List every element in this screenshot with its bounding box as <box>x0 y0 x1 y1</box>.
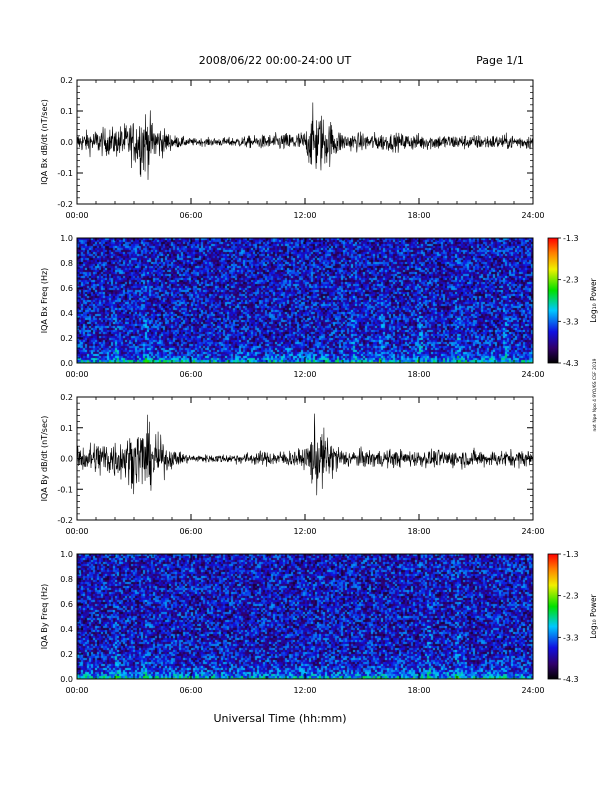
figure-title: 2008/06/22 00:00-24:00 UT <box>199 54 352 67</box>
bx-spectrogram-panel: 0.0 0.2 0.4 0.6 0.8 1.0 IQA Bx Freq (Hz) 00:00 0… <box>40 234 598 379</box>
x-tick-label: 18:00 <box>407 211 430 220</box>
x-tick-label: 00:00 <box>65 370 88 379</box>
x-tick-label: 24:00 <box>521 211 544 220</box>
spectrogram-canvas <box>77 554 533 679</box>
x-tick-label: 12:00 <box>293 527 316 536</box>
y-tick-label: 0.4 <box>60 309 73 318</box>
x-tick-label: 00:00 <box>65 686 88 695</box>
x-axis-label: Universal Time (hh:mm) <box>214 712 347 725</box>
y-tick-label: 0.2 <box>60 650 73 659</box>
y-tick-label: -0.2 <box>57 200 73 209</box>
y-tick-label: 1.0 <box>60 550 73 559</box>
x-tick-label: 12:00 <box>293 370 316 379</box>
x-tick-label: 18:00 <box>407 686 430 695</box>
y-tick-label: -0.1 <box>57 169 73 178</box>
colorbar <box>547 237 559 364</box>
y-tick-label: 0.2 <box>60 334 73 343</box>
spectrogram-image <box>77 238 533 363</box>
spectrogram-canvas <box>77 238 533 363</box>
y-axis-label: IQA By dB/dt (nT/sec) <box>40 416 49 502</box>
x-tick-label: 18:00 <box>407 527 430 536</box>
colorbar-tick-label: -2.3 <box>563 276 579 285</box>
x-tick-label: 00:00 <box>65 527 88 536</box>
colorbar-tick-label: -1.3 <box>563 234 579 243</box>
colorbar-label: Log₁₀ Power <box>589 277 598 322</box>
side-note: not Npe Npo 4 9YO/6S CSF 2019 <box>592 358 598 431</box>
x-tick-label: 12:00 <box>293 211 316 220</box>
colorbar-label: Log₁₀ Power <box>589 593 598 638</box>
by-spectrogram-panel: 0.0 0.2 0.4 0.6 0.8 1.0 IQA By Freq (Hz) 00:00 0… <box>40 550 598 695</box>
y-tick-label: 0.8 <box>60 575 73 584</box>
spectrogram-image <box>77 554 533 679</box>
colorbar <box>547 553 559 680</box>
y-tick-label: 0.4 <box>60 625 73 634</box>
y-tick-label: 0.1 <box>60 424 73 433</box>
colorbar-tick-label: -4.3 <box>563 359 579 368</box>
page-number: Page 1/1 <box>476 54 524 67</box>
x-tick-label: 12:00 <box>293 686 316 695</box>
by-dbdt-panel: -0.2 -0.1 0.0 0.1 0.2 IQA By dB/dt (nT/sec) 00… <box>40 393 545 536</box>
y-tick-label: -0.2 <box>57 516 73 525</box>
colorbar-tick-label: -1.3 <box>563 550 579 559</box>
y-tick-label: 0.2 <box>60 76 73 85</box>
y-axis-label: IQA By Freq (Hz) <box>40 584 49 650</box>
y-tick-label: 0.6 <box>60 284 73 293</box>
x-tick-label: 06:00 <box>179 370 202 379</box>
x-tick-label: 06:00 <box>179 211 202 220</box>
y-tick-label: 0.2 <box>60 393 73 402</box>
x-tick-label: 00:00 <box>65 211 88 220</box>
colorbar-tick-label: -3.3 <box>563 317 579 326</box>
x-tick-label: 06:00 <box>179 527 202 536</box>
y-tick-label: 0.0 <box>60 138 73 147</box>
x-tick-label: 18:00 <box>407 370 430 379</box>
x-tick-label: 24:00 <box>521 686 544 695</box>
colorbar-tick-label: -2.3 <box>563 592 579 601</box>
y-tick-label: 0.0 <box>60 455 73 464</box>
y-tick-label: 0.0 <box>60 359 73 368</box>
y-tick-label: 0.6 <box>60 600 73 609</box>
x-tick-label: 24:00 <box>521 527 544 536</box>
colorbar-tick-label: -4.3 <box>563 675 579 684</box>
y-axis-label: IQA Bx dB/dt (nT/sec) <box>40 99 49 185</box>
y-tick-label: 1.0 <box>60 234 73 243</box>
y-axis-label: IQA Bx Freq (Hz) <box>40 268 49 334</box>
y-tick-label: 0.1 <box>60 107 73 116</box>
x-tick-label: 06:00 <box>179 686 202 695</box>
colorbar-tick-label: -3.3 <box>563 633 579 642</box>
x-tick-label: 24:00 <box>521 370 544 379</box>
series-trace <box>77 102 533 180</box>
y-tick-label: 0.0 <box>60 675 73 684</box>
series-trace <box>77 413 533 496</box>
y-tick-label: -0.1 <box>57 485 73 494</box>
bx-dbdt-panel: -0.2 -0.1 0.0 0.1 0.2 IQA Bx dB/dt (nT/sec) 00… <box>40 76 545 220</box>
y-tick-label: 0.8 <box>60 259 73 268</box>
